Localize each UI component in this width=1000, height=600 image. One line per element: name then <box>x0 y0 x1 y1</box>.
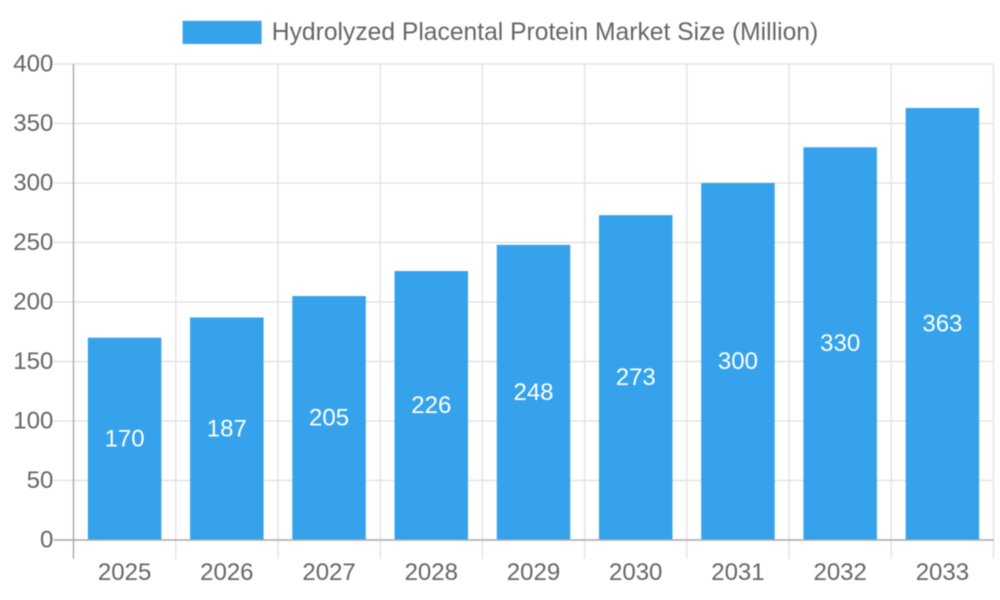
svg-text:2029: 2029 <box>507 559 560 586</box>
svg-text:2033: 2033 <box>916 559 969 586</box>
svg-text:400: 400 <box>13 51 53 78</box>
svg-text:2032: 2032 <box>813 559 866 586</box>
svg-text:2026: 2026 <box>200 559 253 586</box>
svg-text:350: 350 <box>13 110 53 137</box>
svg-text:273: 273 <box>616 364 656 391</box>
svg-text:250: 250 <box>13 229 53 256</box>
svg-text:50: 50 <box>27 467 54 494</box>
svg-text:200: 200 <box>13 289 53 316</box>
svg-text:226: 226 <box>411 392 451 419</box>
svg-text:248: 248 <box>513 379 553 406</box>
svg-text:363: 363 <box>922 311 962 338</box>
svg-text:0: 0 <box>40 527 53 554</box>
svg-text:187: 187 <box>207 415 247 442</box>
svg-text:2025: 2025 <box>98 559 151 586</box>
svg-text:2028: 2028 <box>405 559 458 586</box>
svg-text:330: 330 <box>820 330 860 357</box>
svg-text:100: 100 <box>13 408 53 435</box>
svg-text:2031: 2031 <box>711 559 764 586</box>
svg-text:205: 205 <box>309 405 349 432</box>
svg-text:Hydrolyzed Placental Protein M: Hydrolyzed Placental Protein Market Size… <box>272 19 818 46</box>
svg-text:300: 300 <box>13 170 53 197</box>
svg-text:170: 170 <box>105 425 145 452</box>
svg-text:150: 150 <box>13 348 53 375</box>
svg-text:2027: 2027 <box>302 559 355 586</box>
svg-text:2030: 2030 <box>609 559 662 586</box>
svg-text:300: 300 <box>718 348 758 375</box>
